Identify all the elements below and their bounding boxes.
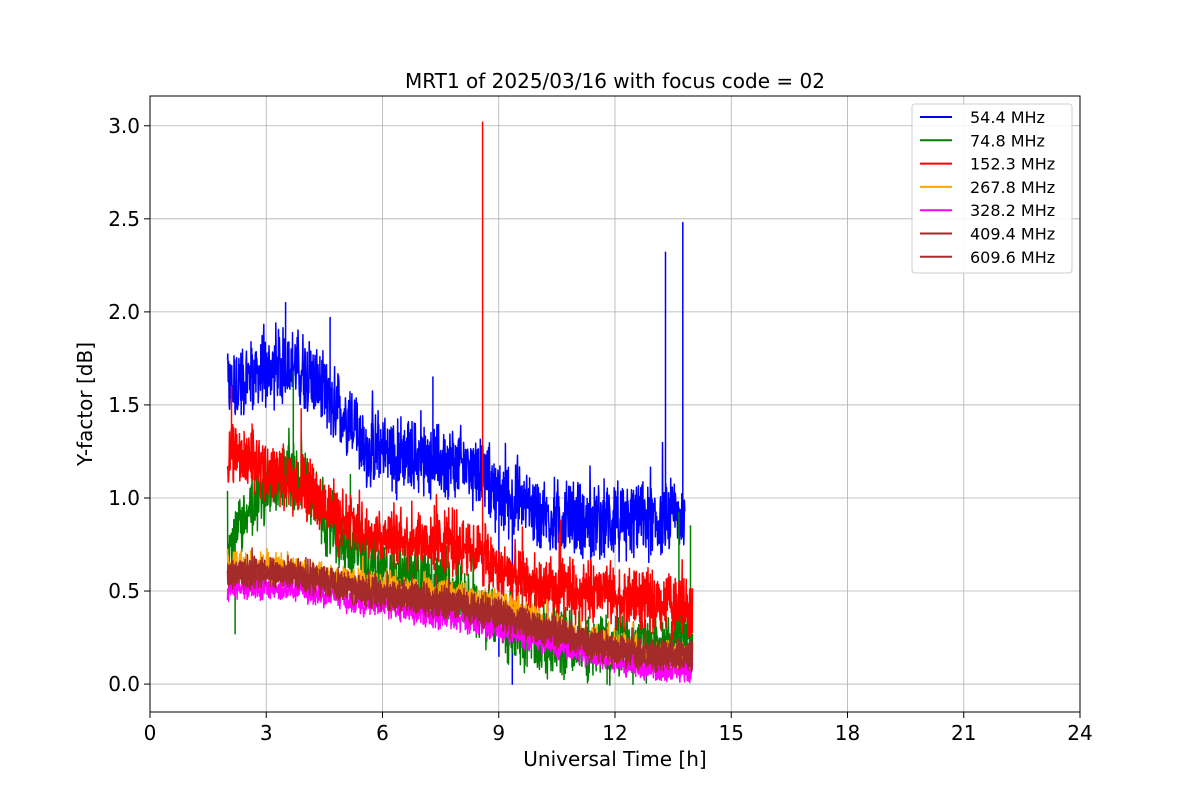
y-tick-label: 2.5 — [108, 207, 140, 231]
y-axis-label: Y-factor [dB] — [73, 342, 97, 467]
legend-box — [911, 103, 1073, 274]
legend-label: 409.4 MHz — [970, 225, 1055, 244]
legend-label: 74.8 MHz — [970, 131, 1045, 150]
legend-label: 267.8 MHz — [970, 178, 1055, 197]
axis-ticks: 0 3 6 9 12 15 18 21 24 0.0 0.5 1.0 1.5 2.0 2.5 3.0 — [108, 114, 1093, 745]
series-layer — [226, 121, 694, 687]
legend-label: 54.4 MHz — [970, 108, 1045, 127]
y-tick-label: 3.0 — [108, 114, 140, 138]
x-tick-label: 0 — [144, 721, 157, 745]
y-tick-label: 0.0 — [108, 672, 140, 696]
series-line-3 — [226, 121, 694, 640]
series-line-1 — [226, 221, 686, 685]
legend-label: 328.2 MHz — [970, 201, 1055, 220]
x-axis-label: Universal Time [h] — [523, 747, 706, 771]
x-tick-label: 3 — [260, 721, 273, 745]
y-tick-label: 1.5 — [108, 393, 140, 417]
y-tick-label: 1.0 — [108, 486, 140, 510]
x-tick-label: 6 — [376, 721, 389, 745]
legend: 54.4 MHz 74.8 MHz 152.3 MHz 267.8 MHz 328.2 … — [911, 103, 1073, 274]
x-tick-label: 21 — [951, 721, 976, 745]
x-tick-label: 24 — [1067, 721, 1092, 745]
legend-label: 609.6 MHz — [970, 248, 1055, 267]
y-tick-label: 0.5 — [108, 579, 140, 603]
chart-title: MRT1 of 2025/03/16 with focus code = 02 — [405, 69, 825, 93]
x-tick-label: 15 — [719, 721, 744, 745]
y-tick-label: 2.0 — [108, 300, 140, 324]
x-tick-label: 18 — [835, 721, 860, 745]
series-line-7 — [226, 554, 694, 673]
x-tick-label: 12 — [602, 721, 627, 745]
legend-label: 152.3 MHz — [970, 155, 1055, 174]
x-tick-label: 9 — [492, 721, 505, 745]
